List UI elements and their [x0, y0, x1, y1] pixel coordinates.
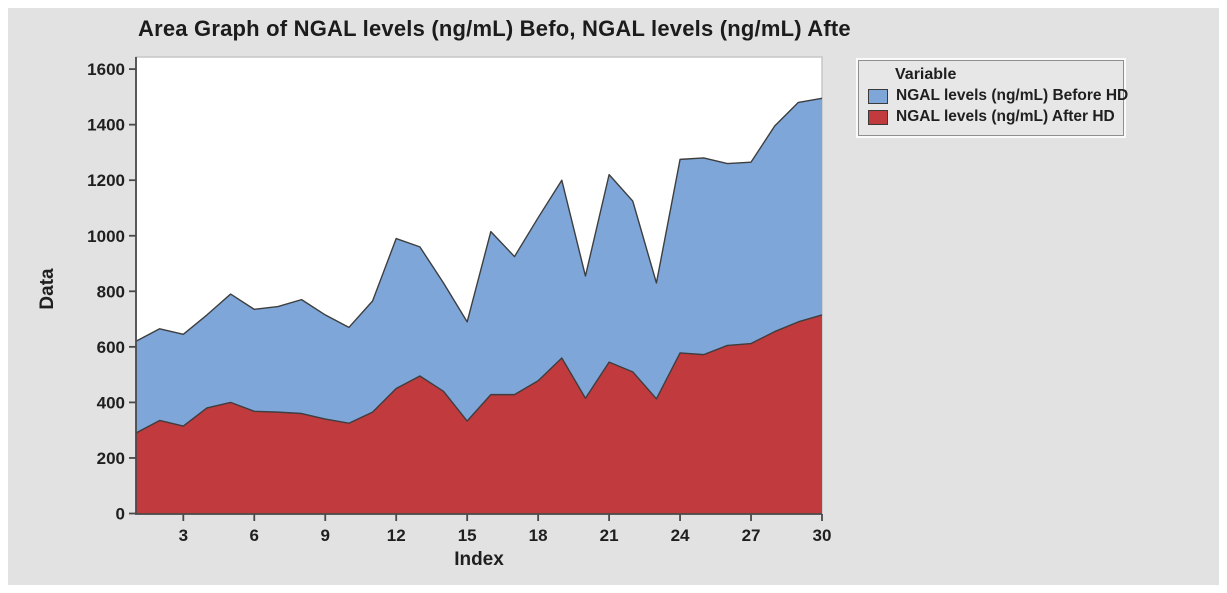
legend-label-before-hd: NGAL levels (ng/mL) Before HD — [896, 87, 1129, 104]
x-tick-label: 30 — [813, 526, 832, 545]
x-tick-label: 15 — [458, 526, 477, 545]
y-tick-label: 0 — [116, 505, 125, 524]
x-tick-label: 27 — [742, 526, 761, 545]
legend: Variable NGAL levels (ng/mL) Before HD N… — [858, 60, 1128, 136]
legend-title: Variable — [895, 66, 957, 83]
x-tick-label: 3 — [179, 526, 188, 545]
x-tick-label: 12 — [387, 526, 406, 545]
legend-item-after-hd: NGAL levels (ng/mL) After HD — [868, 108, 1123, 126]
y-tick-label: 1200 — [87, 171, 125, 190]
y-axis-title: Data — [37, 268, 58, 310]
x-tick-label: 21 — [600, 526, 619, 545]
legend-swatch-after-hd-icon — [868, 109, 888, 125]
area-outline-1 — [135, 314, 823, 434]
x-tick-label: 18 — [529, 526, 548, 545]
x-tick-label: 6 — [250, 526, 259, 545]
y-tick-label: 1000 — [87, 227, 125, 246]
y-tick-label: 400 — [97, 393, 125, 412]
x-tick-label: 24 — [671, 526, 690, 545]
x-tick-label: 9 — [321, 526, 330, 545]
legend-swatch-before-hd-icon — [868, 88, 888, 104]
y-tick-label: 800 — [97, 282, 125, 301]
y-tick-label: 600 — [97, 338, 125, 357]
legend-label-after-hd: NGAL levels (ng/mL) After HD — [896, 108, 1115, 125]
x-axis-title: Index — [454, 549, 504, 570]
y-tick-label: 1600 — [87, 60, 125, 79]
area-series-1 — [136, 314, 822, 514]
area-outline-0 — [135, 97, 823, 342]
y-tick-label: 1400 — [87, 116, 125, 135]
chart-title: Area Graph of NGAL levels (ng/mL) Befo, … — [138, 16, 851, 41]
legend-item-before-hd: NGAL levels (ng/mL) Before HD — [868, 87, 1128, 105]
y-tick-label: 200 — [97, 449, 125, 468]
